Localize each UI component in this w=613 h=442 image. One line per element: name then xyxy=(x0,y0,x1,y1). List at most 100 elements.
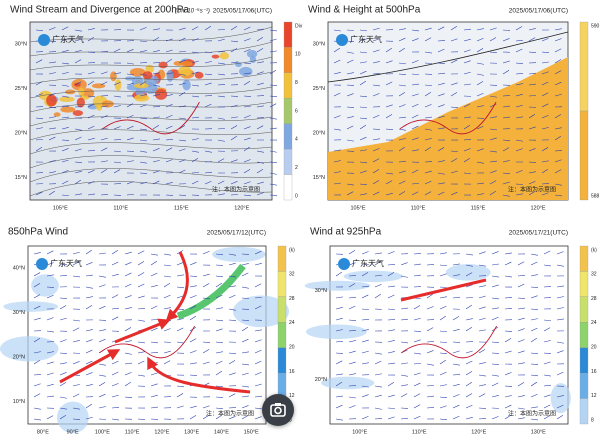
screenshot-button[interactable] xyxy=(262,394,294,426)
wind-barb xyxy=(517,407,525,410)
map-panel: Wind at 925hPa 2025/05/17/21(UTC) 30°N 20°N… xyxy=(304,227,597,435)
wind-barb xyxy=(59,317,67,321)
wind-barb xyxy=(413,382,421,387)
colorbar-segment xyxy=(579,347,589,374)
lat-label: 15°N xyxy=(313,175,325,181)
wind-barb xyxy=(254,407,262,410)
wind-barb xyxy=(35,147,43,152)
wind-barb xyxy=(439,296,447,299)
wind-barb xyxy=(556,264,564,267)
wind-barb xyxy=(150,284,158,288)
wind-barb xyxy=(554,127,562,130)
wind-barb xyxy=(217,28,225,31)
wind-barb xyxy=(476,28,484,31)
divergence-blob xyxy=(46,94,57,107)
wind-barb xyxy=(215,407,223,410)
wind-barb xyxy=(87,62,96,64)
wind-barb xyxy=(515,148,523,152)
wind-barb xyxy=(59,396,67,399)
wind-barb xyxy=(554,81,562,86)
wind-barb xyxy=(241,326,248,332)
colorbar-segment xyxy=(579,296,589,323)
wind-barb xyxy=(426,395,434,398)
wind-barb xyxy=(450,26,458,31)
lon-label: 100°E xyxy=(95,429,110,435)
wind-barb xyxy=(202,341,210,343)
wind-barb xyxy=(372,158,380,163)
wind-barb xyxy=(437,182,445,185)
colorbar-label: 6 xyxy=(295,108,298,114)
wind-barb xyxy=(554,169,562,174)
wind-barb xyxy=(400,384,408,387)
wind-barb xyxy=(361,329,369,332)
wind-barb xyxy=(346,106,355,108)
streamline xyxy=(29,116,273,127)
wind-barb xyxy=(61,84,69,87)
wind-barb xyxy=(48,171,56,174)
wind-barb xyxy=(202,349,210,354)
wind-barb xyxy=(230,40,238,42)
divergence-blob xyxy=(76,97,85,108)
wind-barb xyxy=(463,125,471,130)
wind-barb xyxy=(152,170,160,174)
divergence-blob xyxy=(158,61,168,69)
wind-barb xyxy=(139,104,147,108)
wind-barb xyxy=(374,360,382,365)
divergence-blob xyxy=(114,79,122,91)
wind-barb xyxy=(228,372,236,376)
wind-barb xyxy=(411,169,419,174)
wind-barb xyxy=(465,360,473,365)
wind-barb xyxy=(137,341,145,344)
wind-barb xyxy=(437,160,445,163)
wind-barb xyxy=(74,81,82,86)
wind-barb xyxy=(541,81,549,86)
colorbar-label: 10 xyxy=(295,52,301,58)
wind-barb xyxy=(411,38,419,42)
wind-barb xyxy=(113,72,121,75)
wind-barb xyxy=(176,286,184,289)
wind-barb xyxy=(426,327,434,332)
wind-barb xyxy=(256,36,264,42)
wind-barb xyxy=(374,293,381,299)
wind-barb xyxy=(100,168,108,174)
wind-barb xyxy=(530,418,538,421)
lon-label: 105°E xyxy=(53,205,68,211)
wind-barb xyxy=(478,264,486,267)
wind-barb xyxy=(126,115,134,119)
wind-barb xyxy=(424,180,432,185)
wind-barb xyxy=(113,126,121,130)
wind-barb xyxy=(359,95,367,98)
wind-barb xyxy=(74,29,82,32)
wind-barb xyxy=(113,81,121,86)
streamline xyxy=(29,56,273,71)
streamline xyxy=(29,168,273,183)
wind-barb xyxy=(372,61,380,64)
coastline xyxy=(399,101,497,135)
wind-barb xyxy=(385,81,393,86)
lon-label: 80°E xyxy=(37,429,49,435)
wind-barb xyxy=(137,295,145,299)
wind-barb xyxy=(437,72,445,75)
wind-barb xyxy=(476,48,484,53)
wind-barb xyxy=(254,395,262,398)
colorbar-segment xyxy=(579,398,589,425)
wind-barb xyxy=(100,137,108,141)
wind-barb xyxy=(491,297,499,300)
wind-barb xyxy=(346,84,355,86)
wind-barb xyxy=(517,417,525,420)
wind-barb xyxy=(437,127,445,130)
wind-barb xyxy=(543,374,551,377)
wind-barb xyxy=(46,361,54,365)
wind-barb xyxy=(178,92,186,97)
wind-barb xyxy=(372,93,380,97)
wind-barb xyxy=(230,95,239,97)
wind-barb xyxy=(256,48,264,53)
wind-barb xyxy=(528,171,536,174)
wind-barb xyxy=(137,272,145,277)
colorbar-label: 20 xyxy=(289,344,295,350)
wind-barb xyxy=(450,59,458,64)
wind-barb xyxy=(543,297,552,299)
wind-barb xyxy=(176,385,184,388)
wind-barb xyxy=(189,285,197,288)
wind-barb xyxy=(35,191,43,196)
